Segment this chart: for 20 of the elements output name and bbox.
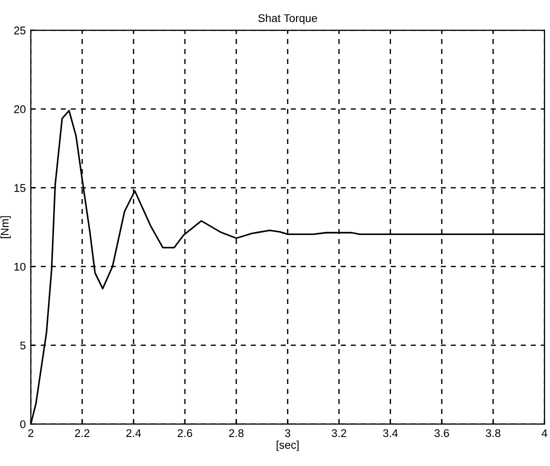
x-tick-label: 3.8 [486,429,500,438]
x-tick-label: 2.8 [229,429,244,438]
x-axis-title: [sec] [276,440,299,452]
y-axis-title: [Nm] [0,216,11,238]
y-tick-label: 20 [14,105,26,114]
x-tick-label: 2.2 [75,429,90,437]
x-tick-label: 2.4 [126,429,141,437]
x-tick-label: 4 [542,429,548,437]
x-tick-label: 2.6 [178,429,192,438]
y-tick-label: 0 [20,420,26,428]
y-tick-label: 5 [20,342,26,350]
x-tick-label: 3.6 [434,429,449,438]
y-tick-label: 25 [14,26,26,34]
y-tick-label: 15 [14,184,26,192]
x-tick-label: 3.4 [383,429,398,438]
x-tick-label: 3 [284,429,290,438]
x-tick-label: 3.2 [332,429,346,438]
chart-title: Shat Torque [258,14,318,24]
x-tick-label: 2 [28,429,34,437]
y-tick-label: 10 [14,262,26,271]
